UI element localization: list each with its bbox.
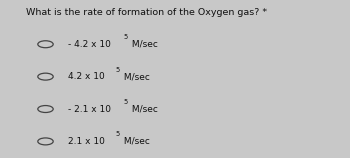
Text: 5: 5 <box>124 34 128 40</box>
Text: - 4.2 x 10: - 4.2 x 10 <box>68 40 111 49</box>
Text: 5: 5 <box>116 67 120 73</box>
Text: 5: 5 <box>124 99 128 105</box>
Text: 5: 5 <box>116 131 120 137</box>
Text: What is the rate of formation of the Oxygen gas? *: What is the rate of formation of the Oxy… <box>26 8 267 17</box>
Text: M/sec: M/sec <box>121 72 150 81</box>
Text: - 2.1 x 10: - 2.1 x 10 <box>68 105 111 113</box>
Text: 4.2 x 10: 4.2 x 10 <box>68 72 105 81</box>
Text: M/sec: M/sec <box>121 137 150 146</box>
Text: 2.1 x 10: 2.1 x 10 <box>68 137 105 146</box>
Text: M/sec: M/sec <box>129 40 158 49</box>
Text: M/sec: M/sec <box>129 105 158 113</box>
